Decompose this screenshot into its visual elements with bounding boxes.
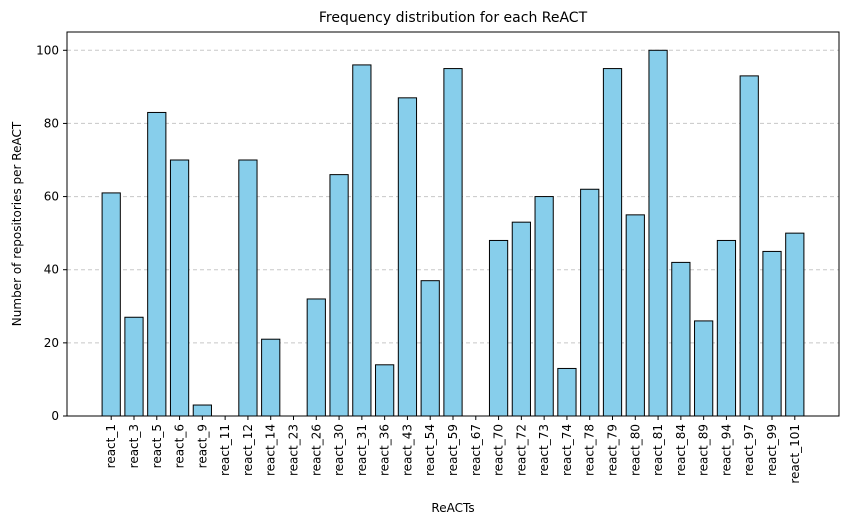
x-tick-label: react_36 bbox=[378, 424, 392, 476]
x-tick-label: react_73 bbox=[537, 424, 551, 476]
x-tick-label: react_23 bbox=[286, 424, 300, 476]
bar-react_12 bbox=[238, 159, 258, 417]
bar-react_70 bbox=[488, 239, 509, 417]
bar-react_84 bbox=[671, 261, 691, 417]
x-tick-label: react_79 bbox=[606, 424, 620, 476]
x-tick-label: react_72 bbox=[514, 424, 528, 476]
x-tick-label: react_9 bbox=[195, 424, 209, 468]
bar-react_5 bbox=[147, 111, 167, 417]
bar-react_79 bbox=[602, 68, 623, 417]
y-tick-label: 40 bbox=[44, 263, 59, 277]
x-tick-label: react_26 bbox=[309, 424, 323, 476]
x-tick-label: react_81 bbox=[651, 424, 665, 476]
bar-react_9 bbox=[192, 404, 212, 417]
bar-react_43 bbox=[397, 97, 418, 417]
x-tick-label: react_5 bbox=[150, 424, 164, 468]
bar-react_80 bbox=[625, 214, 645, 417]
x-tick-label: react_67 bbox=[469, 424, 483, 476]
bar-react_3 bbox=[124, 316, 144, 417]
chart-title: Frequency distribution for each ReACT bbox=[319, 10, 588, 26]
bar-react_81 bbox=[648, 49, 668, 417]
bar-react_26 bbox=[306, 298, 326, 417]
x-tick-label: react_80 bbox=[628, 424, 642, 476]
bar-react_30 bbox=[329, 174, 349, 417]
x-tick-label: react_31 bbox=[355, 424, 369, 476]
bar-react_72 bbox=[511, 221, 531, 417]
x-tick-label: react_12 bbox=[241, 424, 255, 476]
x-tick-label: react_74 bbox=[560, 424, 574, 476]
x-tick-label: react_94 bbox=[719, 424, 733, 476]
x-tick-label: react_54 bbox=[423, 424, 437, 476]
bar-react_101 bbox=[785, 232, 805, 417]
y-axis-ticks: 0 20 40 60 80 100 bbox=[36, 43, 67, 423]
bar-react_73 bbox=[534, 196, 554, 417]
x-tick-label: react_1 bbox=[104, 424, 118, 468]
x-tick-label: react_78 bbox=[583, 424, 597, 476]
bar-react_36 bbox=[375, 364, 395, 417]
y-tick-label: 80 bbox=[44, 116, 59, 130]
bar-react_54 bbox=[420, 280, 440, 417]
x-axis-label: ReACTs bbox=[431, 501, 474, 515]
y-axis-label: Number of repositories per ReACT bbox=[10, 121, 24, 326]
x-axis-ticks: react_1 react_3 react_5 react_6 react_9 react… bbox=[104, 416, 802, 484]
bar-react_59 bbox=[443, 68, 463, 417]
x-tick-label: react_99 bbox=[765, 424, 779, 476]
bar-react_31 bbox=[352, 64, 372, 417]
bar-react_1 bbox=[101, 192, 121, 417]
x-tick-label: react_101 bbox=[788, 424, 802, 484]
y-tick-label: 100 bbox=[36, 43, 59, 57]
bars-layer bbox=[101, 49, 805, 417]
x-tick-label: react_14 bbox=[264, 424, 278, 476]
x-tick-label: react_6 bbox=[173, 424, 187, 468]
bar-react_97 bbox=[739, 75, 759, 417]
x-tick-label: react_43 bbox=[400, 424, 414, 476]
bar-react_14 bbox=[261, 338, 281, 417]
bar-react_6 bbox=[169, 159, 190, 417]
x-tick-label: react_84 bbox=[674, 424, 688, 476]
bar-react_94 bbox=[716, 239, 737, 417]
bar-react_99 bbox=[762, 250, 782, 417]
x-tick-label: react_3 bbox=[127, 424, 141, 468]
bar-react_89 bbox=[694, 320, 714, 417]
y-tick-label: 0 bbox=[51, 409, 59, 423]
y-tick-label: 20 bbox=[44, 336, 59, 350]
x-tick-label: react_11 bbox=[218, 424, 232, 476]
x-tick-label: react_89 bbox=[697, 424, 711, 476]
x-tick-label: react_59 bbox=[446, 424, 460, 476]
x-tick-label: react_70 bbox=[492, 424, 506, 476]
x-tick-label: react_97 bbox=[742, 424, 756, 476]
bar-react_74 bbox=[557, 367, 577, 417]
bar-react_78 bbox=[580, 188, 600, 417]
y-tick-label: 60 bbox=[44, 190, 59, 204]
x-tick-label: react_30 bbox=[332, 424, 346, 476]
